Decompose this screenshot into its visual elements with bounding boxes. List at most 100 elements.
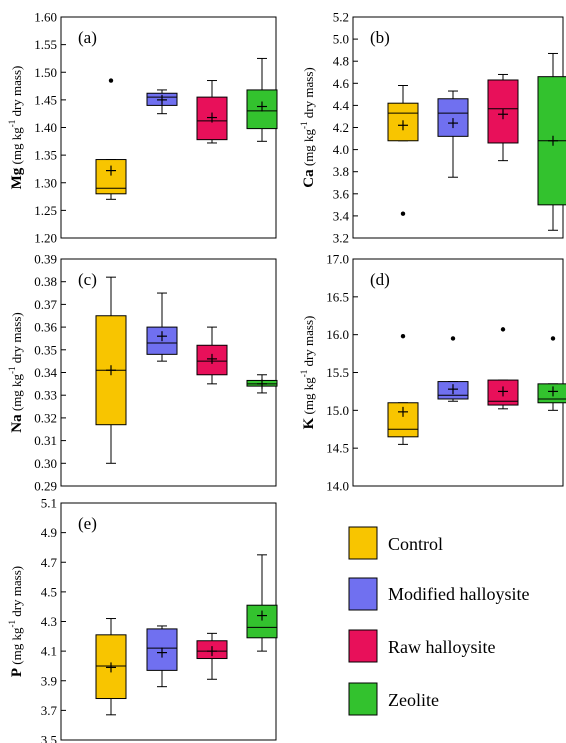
- y-tick-label: 1.40: [34, 120, 57, 135]
- panel-label: (b): [370, 28, 390, 47]
- box-iqr: [437, 98, 469, 137]
- box-iqr: [537, 383, 566, 404]
- box-control: [387, 333, 419, 445]
- box-zeolite: [537, 336, 566, 411]
- y-tick-label: 4.8: [333, 54, 349, 69]
- y-tick-label: 5.1: [41, 496, 57, 511]
- y-tick-label: 4.6: [333, 76, 350, 91]
- y-axis-label: Na (mg kg-1 dry mass): [7, 312, 25, 432]
- y-axis-label-element: Mg: [9, 167, 25, 189]
- y-axis-label-end: dry mass): [9, 66, 24, 120]
- panel-c: 0.29 0.30 0.31 0.32 0.33 0.34 0.35 0.36 0.37 0.38…: [7, 252, 278, 494]
- box-control: [95, 618, 127, 716]
- y-tick-label: 3.5: [41, 733, 57, 743]
- panel-e: 3.5 3.7 3.9 4.1 4.3 4.5 4.7 4.9 5.1 (e) P (mg kg-1…: [7, 496, 278, 743]
- box-raw-halloysite: [196, 80, 228, 144]
- box-iqr: [387, 102, 419, 142]
- outlier-point: [500, 327, 506, 332]
- y-tick-label: 16.5: [326, 289, 349, 304]
- outlier-point: [400, 211, 406, 216]
- y-tick-label: 4.0: [333, 142, 349, 157]
- panel-label: (d): [370, 270, 390, 289]
- y-axis-label-unit: (mg kg: [9, 373, 24, 414]
- y-axis-label-unit: (mg kg: [9, 127, 24, 168]
- y-tick-label: 15.0: [326, 403, 349, 418]
- y-axis-label: Ca (mg kg-1 dry mass): [299, 67, 317, 187]
- y-tick-label: 0.29: [34, 479, 57, 494]
- plot-frame: [352, 258, 564, 487]
- y-axis-label-unit: (mg kg: [301, 128, 316, 169]
- plot-frame: [60, 502, 277, 741]
- y-tick-label: 0.33: [34, 388, 57, 403]
- y-tick-label: 1.55: [34, 37, 57, 52]
- legend-label-modified-halloysite: Modified halloysite: [388, 584, 529, 604]
- box-modified-halloysite: [146, 625, 178, 688]
- y-tick-label: 3.8: [333, 164, 349, 179]
- y-tick-label: 1.25: [34, 203, 57, 218]
- outlier-point: [550, 336, 556, 341]
- y-axis-label-sup: -1: [7, 366, 17, 374]
- y-axis-label-end: dry mass): [301, 316, 316, 370]
- y-tick-label: 1.50: [34, 65, 57, 80]
- y-tick-label: 5.2: [333, 10, 349, 25]
- y-tick-label: 1.60: [34, 10, 57, 25]
- box-zeolite: [246, 554, 278, 652]
- outlier-point: [400, 333, 406, 339]
- y-axis-label-unit: (mg kg: [9, 627, 24, 668]
- box-modified-halloysite: [437, 336, 469, 402]
- y-tick-label: 0.38: [34, 274, 57, 289]
- y-tick-label: 0.36: [34, 320, 57, 335]
- legend-label-control: Control: [388, 534, 443, 554]
- y-tick-label: 1.35: [34, 148, 57, 163]
- y-tick-label: 14.5: [326, 441, 349, 456]
- y-tick-label: 4.2: [333, 120, 349, 135]
- y-tick-label: 3.6: [333, 186, 350, 201]
- box-zeolite: [537, 52, 566, 231]
- y-tick-label: 4.5: [41, 584, 57, 599]
- legend-swatch-control: [348, 526, 378, 560]
- y-axis-label-sup: -1: [7, 120, 17, 128]
- panel-b: 3.2 3.4 3.6 3.8 4.0 4.2 4.4 4.6 4.8 5.0 5.2 (b) Ca (…: [299, 10, 566, 246]
- box-raw-halloysite: [487, 327, 519, 410]
- y-tick-label: 16.0: [326, 327, 349, 342]
- legend-label-zeolite: Zeolite: [388, 690, 439, 710]
- y-tick-label: 5.0: [333, 32, 349, 47]
- y-tick-label: 17.0: [326, 252, 349, 267]
- plot-frame: [60, 16, 277, 239]
- box-zeolite: [246, 374, 278, 394]
- y-axis-label-element: P: [9, 668, 25, 677]
- y-axis-label-end: dry mass): [9, 566, 24, 620]
- box-zeolite: [246, 57, 278, 142]
- legend-swatch-raw-halloysite: [348, 629, 378, 663]
- legend: Control Modified halloysite Raw halloysi…: [348, 526, 529, 716]
- y-axis-label: P (mg kg-1 dry mass): [7, 566, 25, 677]
- panel-label: (e): [78, 514, 97, 533]
- y-tick-label: 15.5: [326, 365, 349, 380]
- box-control: [387, 85, 419, 216]
- y-tick-label: 4.1: [41, 644, 57, 659]
- y-tick-label: 3.2: [333, 231, 349, 246]
- box-iqr: [246, 604, 278, 639]
- legend-swatch-modified-halloysite: [348, 577, 378, 611]
- box-modified-halloysite: [146, 89, 178, 115]
- y-tick-label: 0.31: [34, 433, 57, 448]
- y-tick-label: 4.4: [333, 98, 350, 113]
- y-axis-label-end: dry mass): [9, 312, 24, 366]
- y-axis-label-element: Na: [9, 414, 25, 433]
- y-tick-label: 1.45: [34, 92, 57, 107]
- y-axis-label: K (mg kg-1 dry mass): [299, 316, 317, 430]
- box-control: [95, 78, 127, 200]
- y-tick-label: 0.39: [34, 252, 57, 267]
- y-tick-label: 1.30: [34, 175, 57, 190]
- y-axis-label-sup: -1: [7, 620, 17, 628]
- plot-frame: [60, 258, 277, 487]
- box-raw-halloysite: [487, 73, 519, 162]
- y-tick-label: 3.7: [41, 703, 58, 718]
- y-axis-label-sup: -1: [299, 370, 309, 378]
- y-axis-label: Mg (mg kg-1 dry mass): [7, 66, 25, 190]
- box-control: [95, 276, 127, 464]
- y-axis-label-element: K: [301, 417, 317, 429]
- y-tick-label: 4.9: [41, 525, 57, 540]
- legend-label-raw-halloysite: Raw halloysite: [388, 637, 495, 657]
